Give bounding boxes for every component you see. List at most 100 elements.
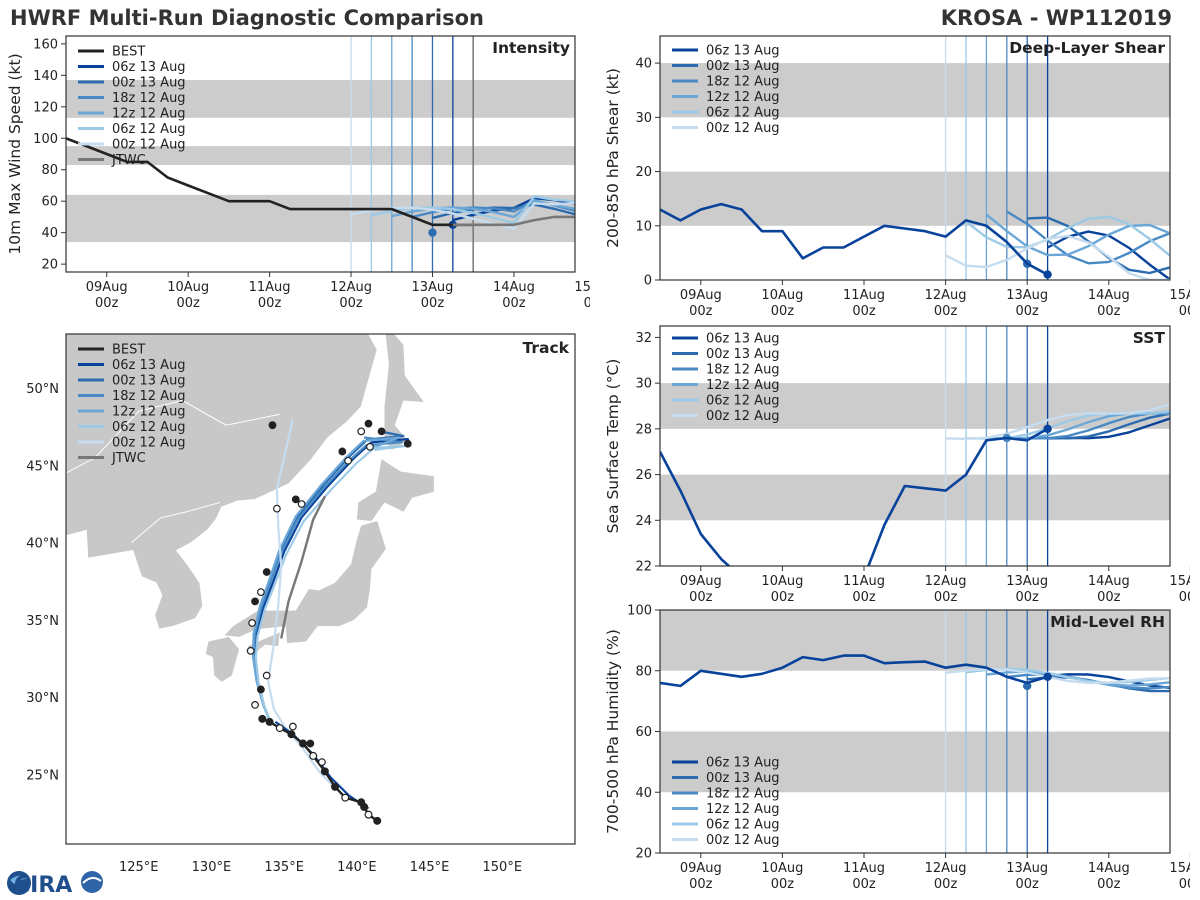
series-line	[350, 201, 575, 230]
shaded-band	[660, 171, 1170, 226]
series-line	[1006, 411, 1170, 440]
series-line	[945, 667, 1170, 685]
track-map-area	[66, 334, 575, 844]
lat-label: 50°N	[26, 382, 59, 397]
legend-label: 12z 12 Aug	[706, 378, 780, 393]
series-line	[1047, 230, 1170, 280]
intensity-chart: 2040608010012014016009Aug00z10Aug00z11Au…	[6, 35, 590, 311]
series-line	[945, 234, 1170, 280]
data-marker	[272, 504, 281, 513]
y-tick-label: 30	[635, 111, 652, 126]
sst-plot-area	[660, 326, 1170, 566]
x-tick-label: 00z	[258, 296, 282, 311]
x-tick-label: 00z	[339, 296, 363, 311]
legend-label: 00z 12 Aug	[112, 138, 186, 153]
page-title: HWRF Multi-Run Diagnostic Comparison	[10, 6, 485, 30]
legend-label: 00z 13 Aug	[706, 771, 780, 786]
x-tick-label: 00z	[421, 296, 445, 311]
legend-label: 06z 12 Aug	[706, 106, 780, 121]
lon-label: 145°E	[410, 860, 450, 875]
sst-frame	[659, 325, 1171, 567]
lon-label: 135°E	[264, 860, 304, 875]
storm-title: KROSA - WP112019	[940, 6, 1172, 30]
x-tick-label: 13Aug	[1006, 288, 1048, 303]
shear-chart: 01020304009Aug00z10Aug00z11Aug00z12Aug00…	[604, 35, 1190, 319]
x-tick-label: 11Aug	[249, 280, 291, 295]
series-line	[660, 654, 1048, 688]
x-tick-label: 00z	[771, 877, 795, 892]
data-marker	[288, 722, 297, 731]
legend-label: 00z 13 Aug	[706, 59, 780, 74]
y-tick-label: 28	[635, 422, 652, 437]
x-tick-label: 15Aug	[1169, 288, 1190, 303]
data-marker	[309, 751, 318, 760]
data-marker	[320, 767, 329, 776]
hokkaido	[356, 459, 434, 521]
legend-label: 06z 13 Aug	[706, 44, 780, 59]
legend-label: BEST	[112, 343, 145, 358]
y-tick-label: 26	[635, 468, 652, 483]
shear-plot-area	[660, 36, 1170, 280]
series-line	[1006, 210, 1170, 265]
shear-title: Deep-Layer Shear	[1009, 39, 1165, 57]
y-axis-label: Sea Surface Temp (°C)	[604, 359, 622, 534]
legend-label: 18z 12 Aug	[112, 91, 186, 106]
series-line	[985, 213, 1170, 257]
y-tick-label: 100	[33, 132, 58, 147]
y-tick-label: 0	[644, 274, 652, 289]
x-tick-label: 10Aug	[761, 288, 803, 303]
lon-label: 130°E	[192, 860, 232, 875]
lat-label: 25°N	[26, 768, 59, 783]
logo-text: CIRA	[14, 873, 72, 898]
x-tick-label: 11Aug	[843, 288, 885, 303]
data-marker	[275, 724, 284, 733]
legend-label: 12z 12 Aug	[112, 405, 186, 420]
legend-label: 12z 12 Aug	[706, 802, 780, 817]
y-tick-label: 30	[635, 377, 652, 392]
x-tick-label: 15Aug	[1169, 574, 1190, 589]
x-tick-label: 15Aug	[574, 280, 590, 295]
legend-label: 06z 13 Aug	[112, 60, 186, 75]
x-tick-label: 00z	[176, 296, 200, 311]
border-line	[131, 501, 221, 544]
track-title: Track	[523, 339, 570, 357]
legend-label: 06z 12 Aug	[112, 420, 186, 435]
data-marker	[357, 427, 366, 436]
x-tick-label: 00z	[1179, 590, 1190, 605]
y-tick-label: 160	[33, 37, 58, 52]
x-tick-label: 00z	[1179, 304, 1190, 319]
data-marker	[251, 701, 259, 709]
legend-label: 06z 12 Aug	[112, 122, 186, 137]
x-tick-label: 14Aug	[1088, 574, 1130, 589]
data-marker	[318, 758, 326, 766]
legend-label: 18z 12 Aug	[112, 389, 186, 404]
x-tick-label: 13Aug	[412, 280, 454, 295]
legend-label: JTWC	[111, 153, 146, 168]
x-tick-label: 09Aug	[86, 280, 128, 295]
lat-label: 30°N	[26, 691, 59, 706]
data-marker	[262, 568, 271, 576]
lon-label: 140°E	[337, 860, 377, 875]
data-marker	[403, 439, 412, 448]
lat-label: 40°N	[26, 537, 59, 552]
x-tick-label: 00z	[852, 877, 876, 892]
data-marker	[377, 427, 386, 436]
y-tick-label: 20	[635, 165, 652, 180]
data-marker	[428, 228, 437, 237]
sakhalin	[384, 334, 424, 450]
x-tick-label: 00z	[934, 590, 958, 605]
series-line	[660, 451, 731, 566]
y-axis-label: 700-500 hPa Humidity (%)	[604, 629, 622, 834]
x-tick-label: 12Aug	[330, 280, 372, 295]
shaded-band	[66, 194, 575, 243]
legend-label: 00z 12 Aug	[706, 833, 780, 848]
shaded-band	[66, 80, 575, 118]
intensity-frame	[65, 35, 576, 273]
data-marker	[364, 810, 373, 819]
data-marker	[256, 685, 265, 694]
x-tick-label: 00z	[1097, 590, 1121, 605]
shaded-band	[660, 474, 1170, 521]
lat-label: 35°N	[26, 614, 59, 629]
rh-title: Mid-Level RH	[1050, 613, 1165, 631]
data-marker	[251, 597, 259, 606]
